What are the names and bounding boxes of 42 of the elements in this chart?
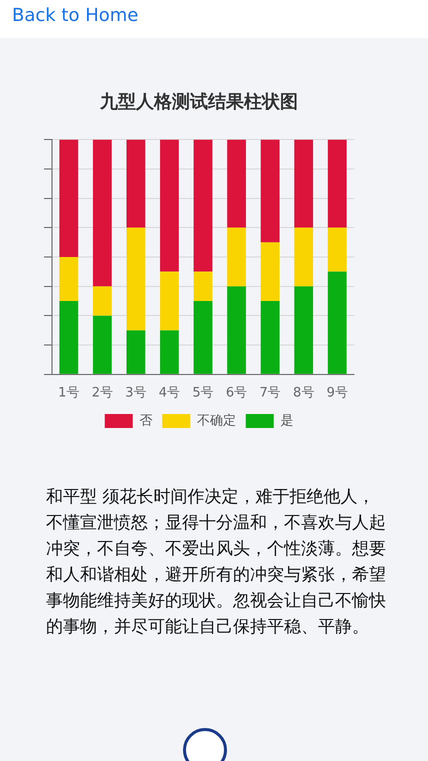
bar [260, 301, 280, 374]
text: Back to Home [12, 5, 138, 26]
bar [227, 228, 246, 286]
bar [294, 228, 314, 286]
bar [126, 140, 146, 228]
bar [160, 272, 179, 330]
bar [194, 301, 212, 374]
bar [92, 316, 112, 374]
x-tick-label: 5号 [192, 386, 214, 401]
bar [260, 242, 280, 302]
bar [92, 140, 112, 286]
x-tick-label: 8号 [293, 386, 314, 401]
x-tick-label: 7号 [259, 386, 281, 401]
text: 和平型 须花长时间作决定，难于拒绝他人，不懂宣泄愤怒；显得十分温和，不喜欢与人起冲突，不自夸、不爱出风头，个性淡薄。想要和人和谐相处，避开所有的冲突与紧张，希望事物能维持美好的现状。忽视会让自己不愉快的事物，并尽可能让自己保持平稳、平静。 [46, 486, 386, 639]
bar [59, 301, 78, 374]
x-tick-label: 4号 [158, 386, 180, 401]
bar [59, 140, 78, 257]
x-tick-label: 1号 [58, 386, 80, 401]
bar [126, 228, 146, 330]
bar [227, 140, 246, 228]
x-tick-label: 6号 [226, 386, 248, 401]
legend-label: 是 [280, 413, 294, 428]
bar [294, 286, 314, 374]
x-tick-label: 2号 [92, 386, 113, 401]
bar [92, 286, 112, 316]
x-tick-label: 9号 [326, 386, 348, 401]
bar [227, 286, 246, 374]
bar [260, 140, 280, 242]
bar [328, 272, 347, 374]
bar [194, 272, 212, 302]
chart-title: 九型人格测试结果柱状图 [99, 91, 298, 112]
bar [294, 140, 314, 228]
bar [328, 140, 347, 228]
bar [160, 140, 179, 272]
x-tick-label: 3号 [125, 386, 147, 401]
bar [160, 330, 179, 374]
bar [328, 228, 347, 272]
bar [126, 330, 146, 374]
legend-label: 不确定 [196, 413, 236, 428]
bar [194, 140, 212, 272]
legend-label: 否 [139, 413, 152, 428]
bar [59, 257, 78, 302]
